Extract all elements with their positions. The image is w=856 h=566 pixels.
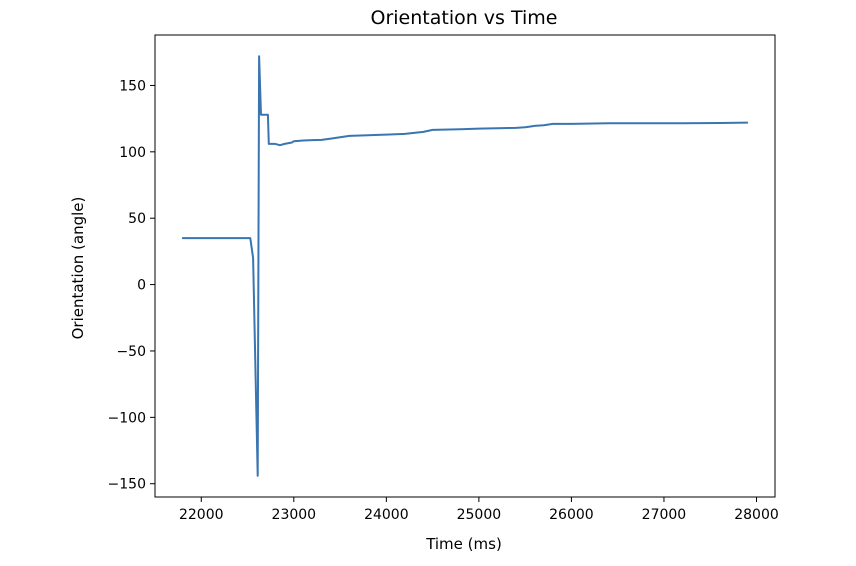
y-tick-label: −50 [116, 344, 146, 360]
x-tick-label: 25000 [457, 507, 502, 523]
orientation-series-line [181, 55, 749, 477]
x-tick-label: 22000 [179, 507, 224, 523]
y-tick-label: 0 [137, 278, 146, 294]
x-tick-label: 27000 [642, 507, 687, 523]
x-tick-label: 23000 [272, 507, 317, 523]
chart-title: Orientation vs Time [371, 7, 558, 29]
y-tick-label: 50 [128, 211, 146, 227]
x-tick-label: 26000 [549, 507, 594, 523]
plot-frame [154, 34, 776, 498]
y-tick-label: 100 [119, 145, 146, 161]
x-axis-label: Time (ms) [425, 535, 502, 553]
x-tick-label: 28000 [734, 507, 779, 523]
y-axis-label: Orientation (angle) [69, 197, 87, 340]
y-tick-label: −100 [108, 410, 146, 426]
plot-area: 22000 23000 24000 25000 26000 27000 28000 150 10… [108, 34, 779, 523]
y-tick-label: −150 [108, 477, 146, 493]
y-tick-label: 150 [119, 78, 146, 94]
x-tick-label: 24000 [364, 507, 409, 523]
